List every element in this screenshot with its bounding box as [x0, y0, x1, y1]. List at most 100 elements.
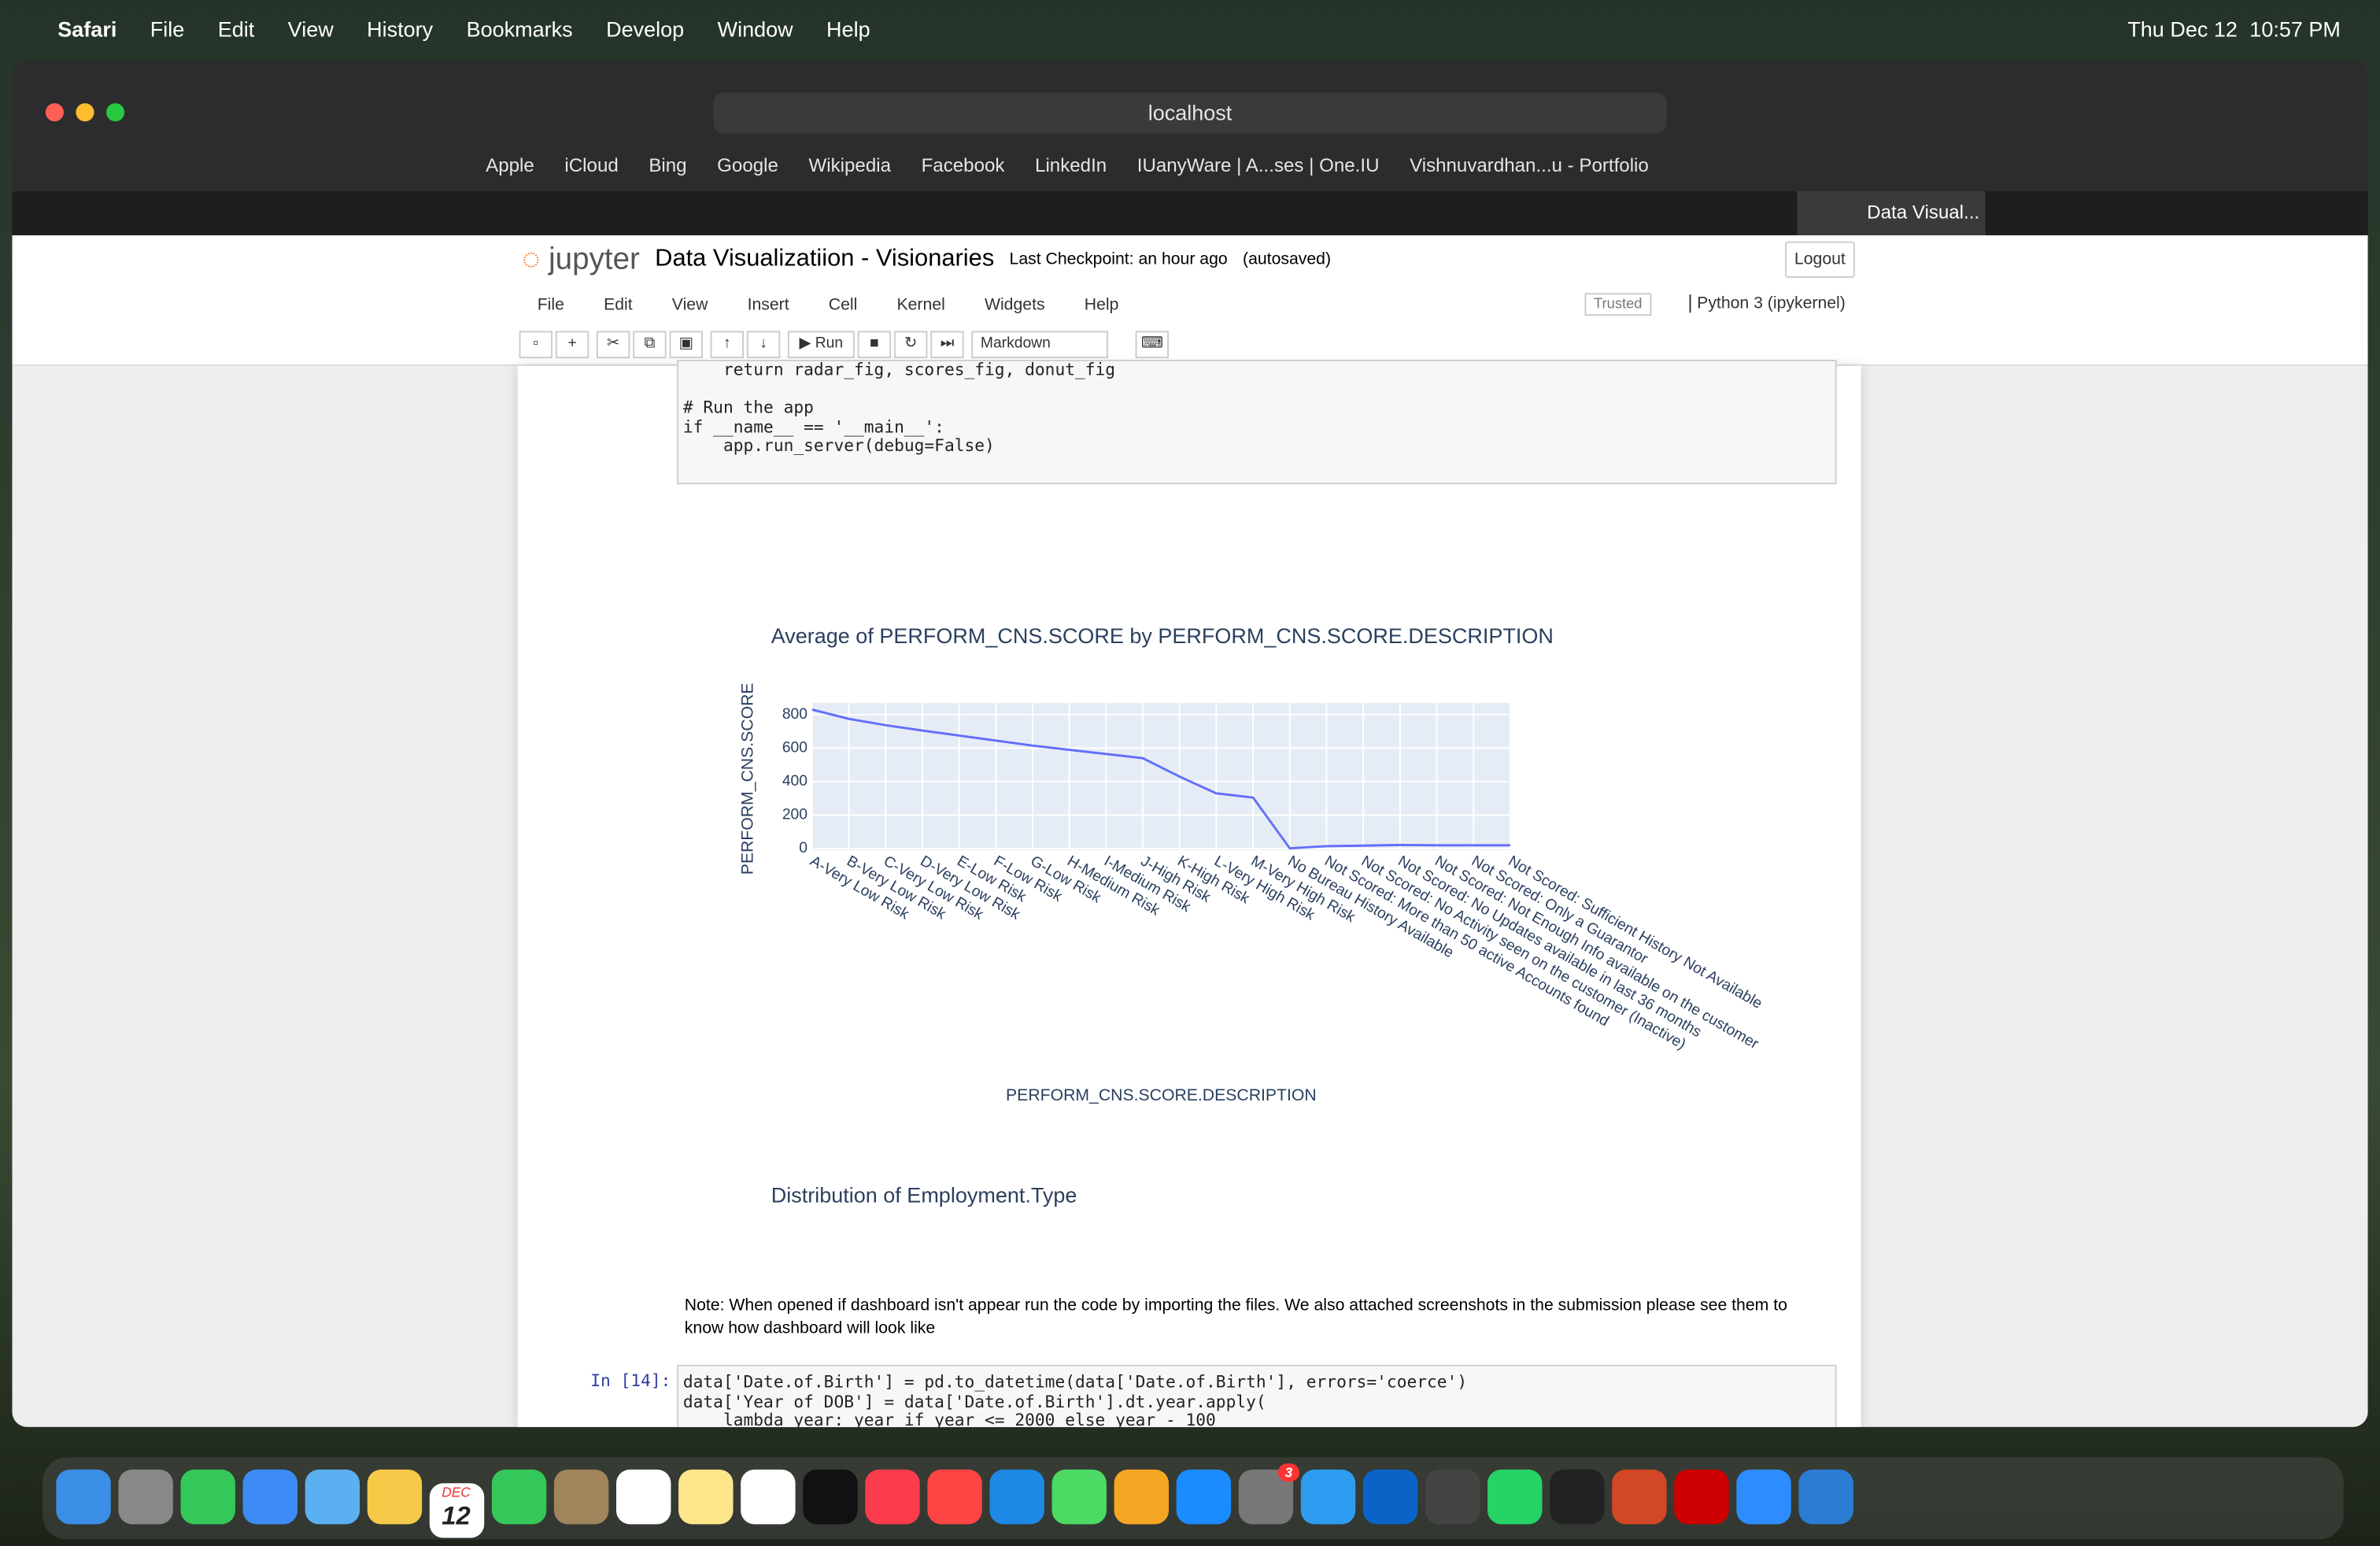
dock-calendar[interactable]: DEC 12 [428, 1483, 484, 1538]
dock-icon[interactable] [615, 1469, 671, 1525]
web-content: ◌ jupyter Data Visualizatiion - Visionar… [12, 235, 2368, 1427]
dock-icon[interactable] [366, 1469, 422, 1525]
dock-icon[interactable] [1424, 1469, 1480, 1525]
y-tick-label: 0 [799, 840, 808, 856]
run-all-button[interactable]: ⏭ [930, 331, 964, 359]
menu-item[interactable]: File [537, 296, 564, 315]
run-label: Run [815, 335, 844, 353]
dock-icon[interactable] [864, 1469, 919, 1525]
dock-icon[interactable] [55, 1469, 110, 1525]
notebook-title[interactable]: Data Visualizatiion - Visionaries [655, 246, 995, 272]
dock-icon[interactable] [1673, 1469, 1728, 1525]
dock-icon[interactable] [304, 1469, 360, 1525]
code: return radar_fig, scores_fig, donut_fig #… [683, 361, 1115, 457]
paste-button[interactable]: ▣ [669, 331, 703, 359]
bookmark[interactable]: Bing [649, 154, 687, 176]
dock-icon[interactable] [1175, 1469, 1231, 1525]
logout-button[interactable]: Logout [1785, 241, 1855, 278]
menu-item[interactable]: Help [826, 17, 870, 42]
menubar-clock: Thu Dec 12 10:57 PM [2127, 0, 2341, 57]
menu-item[interactable]: Help [1084, 296, 1119, 315]
menu-item[interactable]: Bookmarks [466, 17, 573, 42]
dock-icon[interactable] [740, 1469, 795, 1525]
jupyter-logo[interactable]: ◌ jupyter [522, 242, 640, 276]
dock-icon[interactable] [678, 1469, 733, 1525]
plot-background [811, 702, 1510, 851]
menu-item[interactable]: Edit [217, 17, 255, 42]
bookmark[interactable]: IUanyWare | A...ses | One.IU [1136, 154, 1380, 176]
autosaved: (autosaved) [1243, 250, 1332, 269]
code-cell[interactable]: return radar_fig, scores_fig, donut_fig #… [677, 360, 1837, 485]
menu-item[interactable]: Insert [747, 296, 789, 315]
menu-item[interactable]: Kernel [896, 296, 945, 315]
jupyter-header: ◌ jupyter Data Visualizatiion - Visionar… [12, 235, 2368, 366]
y-tick-label: 400 [782, 773, 808, 790]
minimize-button[interactable] [76, 103, 94, 122]
save-button[interactable]: ▫ [519, 331, 553, 359]
dock-icon[interactable] [1051, 1469, 1106, 1525]
menu-item[interactable]: Window [717, 17, 793, 42]
menu-item[interactable]: View [671, 296, 708, 315]
menu-item[interactable]: Edit [604, 296, 633, 315]
address-bar[interactable]: localhost [713, 92, 1667, 134]
dock-icon[interactable] [242, 1469, 298, 1525]
dock-icon[interactable] [802, 1469, 857, 1525]
menu-item[interactable]: Safari [57, 17, 117, 42]
menu-item[interactable]: Widgets [984, 296, 1045, 315]
move-down-button[interactable]: ↓ [746, 331, 781, 359]
dock-icon[interactable] [926, 1469, 981, 1525]
keyboard-button[interactable]: ⌨ [1135, 331, 1170, 359]
dock-icon[interactable] [1487, 1469, 1542, 1525]
dock-icon[interactable] [179, 1469, 235, 1525]
bookmark[interactable]: LinkedIn [1035, 154, 1107, 176]
dock-icon[interactable] [1611, 1469, 1666, 1525]
bookmark[interactable]: Apple [486, 154, 534, 176]
menu-item[interactable]: File [150, 17, 185, 42]
bookmark[interactable]: Google [717, 154, 778, 176]
chart-title: Average of PERFORM_CNS.SCORE by PERFORM_… [771, 624, 1554, 648]
active-tab[interactable]: Data Visual... [1797, 191, 1986, 235]
dock-icon[interactable] [1299, 1469, 1355, 1525]
cell-type-select[interactable]: Markdown [971, 331, 1108, 359]
dock-icon[interactable] [1549, 1469, 1604, 1525]
code-cell[interactable]: data['Date.of.Birth'] = pd.to_datetime(d… [677, 1364, 1837, 1427]
dock-icon[interactable] [1362, 1469, 1417, 1525]
bookmark[interactable]: Facebook [921, 154, 1005, 176]
copy-button[interactable]: ⧉ [633, 331, 667, 359]
zoom-button[interactable] [106, 103, 125, 122]
bookmarks-bar: Apple iCloud Bing Google Wikipedia Facebook Li… [486, 149, 1649, 182]
menu-item[interactable]: Cell [828, 296, 858, 315]
add-cell-button[interactable]: + [555, 331, 589, 359]
dock-icon[interactable] [1113, 1469, 1169, 1525]
app-menu: Safari File Edit View History Bookmarks Develo… [57, 17, 870, 41]
y-axis-title: PERFORM_CNS.SCORE [738, 682, 756, 875]
bookmark[interactable]: iCloud [564, 154, 619, 176]
logo-text: jupyter [549, 242, 640, 276]
restart-button[interactable]: ↻ [893, 331, 928, 359]
menu-item[interactable]: Develop [606, 17, 685, 42]
y-tick-label: 800 [782, 706, 808, 723]
dock-icon[interactable] [117, 1469, 172, 1525]
kernel-name: Python 3 (ipykernel) [1689, 294, 1846, 313]
dock-icon[interactable] [989, 1469, 1044, 1525]
dock-icon[interactable] [1735, 1469, 1791, 1525]
menu-item[interactable]: View [287, 17, 334, 42]
dock-icon[interactable] [1798, 1469, 1853, 1525]
dock-settings[interactable]: 3 [1237, 1463, 1299, 1525]
bookmark[interactable]: Vishnuvardhan...u - Portfolio [1410, 154, 1649, 176]
dock-icon[interactable] [552, 1469, 608, 1525]
stop-button[interactable]: ■ [857, 331, 892, 359]
bookmark[interactable]: Wikipedia [808, 154, 891, 176]
dock-icon[interactable] [490, 1469, 546, 1525]
line [811, 708, 1510, 850]
trusted-indicator[interactable]: Trusted [1584, 293, 1652, 316]
menu-item[interactable]: History [367, 17, 434, 42]
cut-button[interactable]: ✂ [596, 331, 630, 359]
move-up-button[interactable]: ↑ [710, 331, 745, 359]
code-line: data['Date.of.Birth'] = pd.to_datetime(d… [682, 1372, 1468, 1393]
close-button[interactable] [45, 103, 65, 122]
checkpoint: Last Checkpoint: an hour ago [1009, 250, 1228, 269]
run-button[interactable]: ▶ Run [787, 331, 855, 359]
